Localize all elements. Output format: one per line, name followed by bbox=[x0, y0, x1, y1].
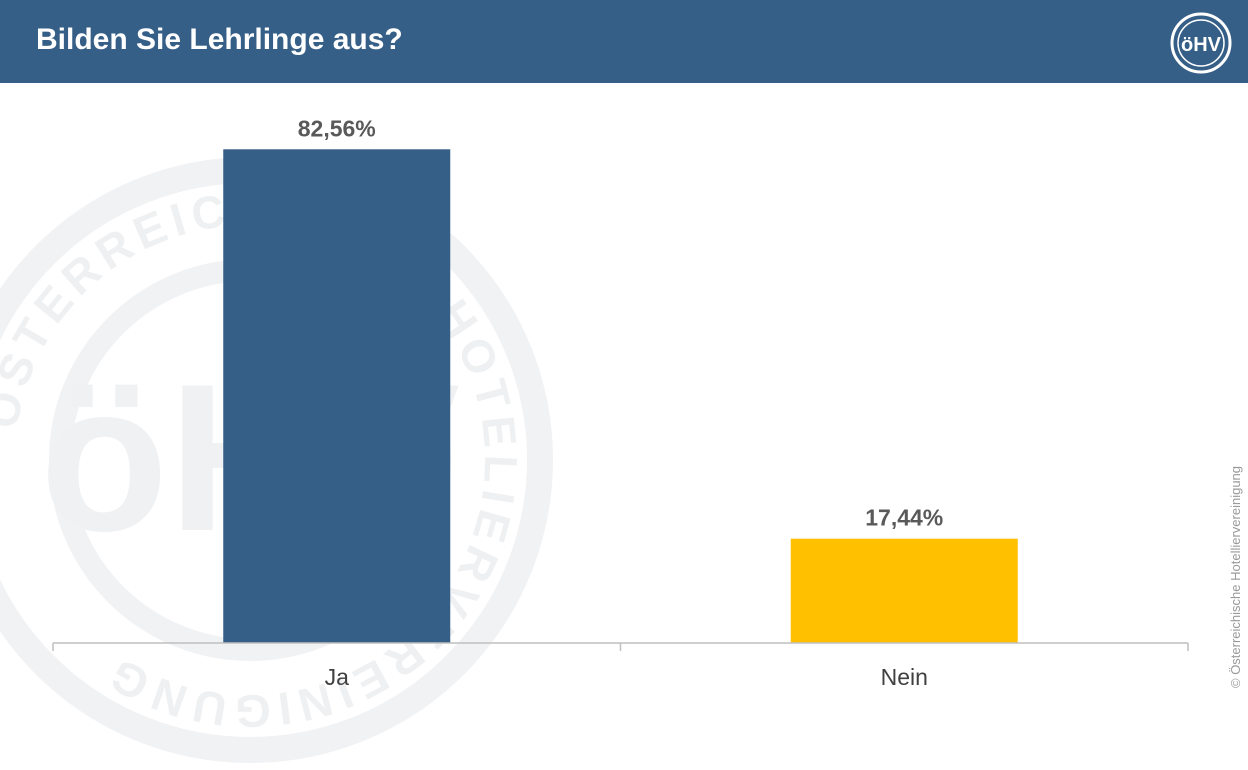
logo-text: öHV bbox=[1181, 34, 1222, 56]
bar-nein bbox=[790, 538, 1018, 643]
page-title: Bilden Sie Lehrlinge aus? bbox=[36, 23, 403, 56]
ohv-logo-icon: öHV bbox=[1170, 12, 1232, 74]
x-tick-label-ja: Ja bbox=[325, 664, 350, 690]
bar-ja bbox=[223, 149, 451, 643]
bar-chart: 82,56% Ja 17,44% Nein bbox=[52, 115, 1189, 690]
x-tick-label-nein: Nein bbox=[881, 664, 928, 690]
data-label-ja: 82,56% bbox=[298, 115, 376, 141]
header-bar: Bilden Sie Lehrlinge aus? öHV bbox=[0, 0, 1248, 83]
data-label-nein: 17,44% bbox=[865, 505, 943, 531]
copyright-text: © Österreichische Hotelliervereinigung bbox=[1228, 465, 1243, 688]
